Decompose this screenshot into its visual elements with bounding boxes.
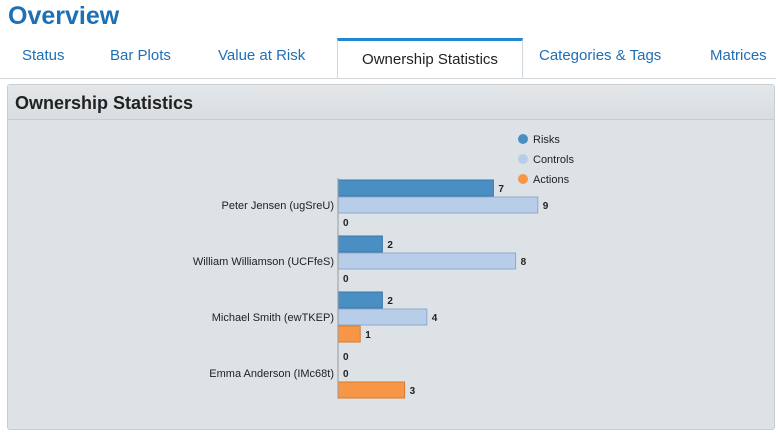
data-label: 3 [410, 386, 416, 397]
tab-matrices[interactable]: Matrices [710, 47, 767, 64]
bar-controls [337, 252, 517, 270]
category-label: Emma Anderson (IMc68t) [209, 368, 334, 380]
data-label: 7 [498, 184, 504, 195]
legend-marker-risks [518, 134, 528, 144]
legend-marker-actions [518, 174, 528, 184]
page-title: Overview [8, 2, 120, 30]
bar-risks [337, 291, 383, 309]
data-label: 0 [343, 218, 349, 229]
tab-bar-plots[interactable]: Bar Plots [110, 47, 171, 64]
tab-value-at-risk[interactable]: Value at Risk [218, 47, 306, 64]
data-label: 0 [343, 369, 349, 380]
legend-label-actions: Actions [533, 174, 570, 186]
legend-label-controls: Controls [533, 154, 574, 166]
data-label: 2 [387, 296, 393, 307]
tab-bar: Status Bar Plots Value at Risk Ownership… [0, 38, 776, 79]
data-label: 1 [365, 330, 371, 341]
category-label: William Williamson (UCFfeS) [193, 256, 334, 268]
bar-risks [337, 179, 494, 197]
category-label: Peter Jensen (ugSreU) [222, 200, 335, 212]
legend-label-risks: Risks [533, 134, 560, 146]
data-label: 2 [387, 240, 393, 251]
bar-risks [337, 235, 383, 253]
panel-header: Ownership Statistics [8, 85, 774, 120]
data-label: 4 [432, 313, 438, 324]
category-label: Michael Smith (ewTKEP) [212, 312, 334, 324]
data-label: 8 [521, 257, 527, 268]
tab-status[interactable]: Status [22, 47, 65, 64]
bar-controls [337, 196, 539, 214]
legend-marker-controls [518, 154, 528, 164]
bar-actions [337, 325, 361, 343]
bar-controls [337, 308, 428, 326]
panel-title: Ownership Statistics [15, 93, 194, 113]
tab-categories-tags[interactable]: Categories & Tags [539, 47, 662, 64]
data-label: 0 [343, 274, 349, 285]
data-label: 9 [543, 201, 549, 212]
data-label: 0 [343, 352, 349, 363]
tab-ownership-statistics[interactable]: Ownership Statistics [337, 38, 523, 78]
bar-actions [337, 381, 406, 399]
